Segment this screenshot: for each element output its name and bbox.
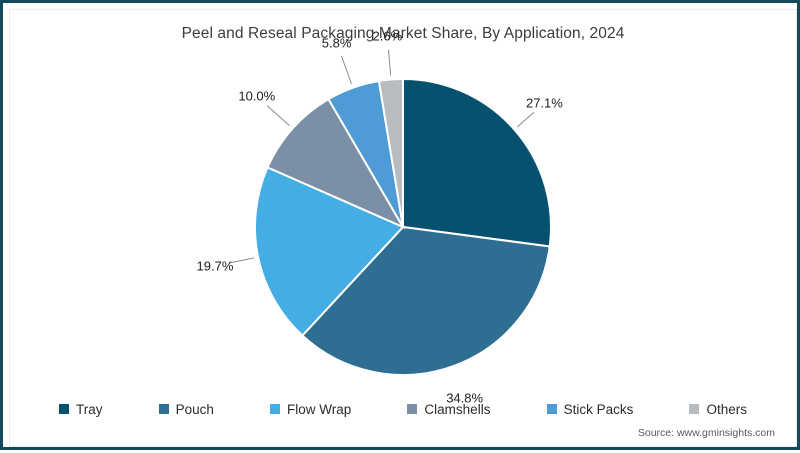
leader-line	[340, 55, 352, 85]
pie-chart	[228, 49, 552, 376]
legend-item-others[interactable]: Others	[689, 402, 747, 417]
leader-line	[387, 49, 392, 76]
legend-label-pouch: Pouch	[175, 401, 214, 417]
pie-slice-others[interactable]	[377, 77, 404, 228]
leader-line	[228, 257, 255, 264]
legend-label-stick-packs: Stick Packs	[563, 401, 634, 417]
pie-slice-tray[interactable]	[402, 77, 552, 248]
legend-swatch-icon-flow-wrap	[270, 404, 281, 414]
legend-item-stick-packs[interactable]: Stick Packs	[546, 401, 634, 417]
legend-label-clamshells: Clamshells	[424, 401, 491, 417]
pie-value-label-clamshells: 10.0%	[238, 88, 276, 104]
legend-swatch-icon-others	[689, 404, 700, 414]
legend-label-tray: Tray	[76, 401, 103, 417]
pie-value-label-flow-wrap: 19.7%	[196, 258, 234, 274]
pie-value-label-pouch: 34.8%	[446, 390, 484, 406]
legend-swatch-icon-pouch	[158, 404, 169, 414]
legend-item-tray[interactable]: Tray	[59, 402, 103, 417]
pie-slice-pouch[interactable]	[300, 225, 551, 376]
pie-value-label-others: 2.6%	[372, 28, 403, 44]
legend-label-flow-wrap: Flow Wrap	[287, 401, 352, 417]
pie-slice-clamshells[interactable]	[266, 97, 406, 230]
pie-slice-flow-wrap[interactable]	[254, 166, 405, 337]
legend-item-clamshells[interactable]: Clamshells	[407, 402, 490, 417]
legend-label-others: Others	[706, 401, 747, 417]
chart-legend: Tray Pouch Flow Wrap Clamshells Stick Pa…	[43, 397, 763, 421]
legend-swatch-icon-stick-packs	[546, 404, 557, 414]
page-title: Peel and Reseal Packaging Market Share, …	[181, 25, 625, 42]
pie-slice-group	[254, 77, 552, 376]
legend-item-flow-wrap[interactable]: Flow Wrap	[270, 402, 351, 417]
legend-item-pouch[interactable]: Pouch	[158, 401, 214, 417]
legend-swatch-icon-clamshells	[407, 404, 418, 414]
source-attribution: Source: www.gminsights.com	[637, 427, 775, 439]
leader-line	[266, 105, 290, 127]
legend-swatch-icon-tray	[59, 404, 69, 414]
pie-value-label-tray: 27.1%	[525, 95, 563, 111]
leader-line-group	[228, 49, 535, 264]
leader-line	[517, 111, 535, 128]
pie-value-label-stick-packs: 5.8%	[321, 35, 352, 51]
